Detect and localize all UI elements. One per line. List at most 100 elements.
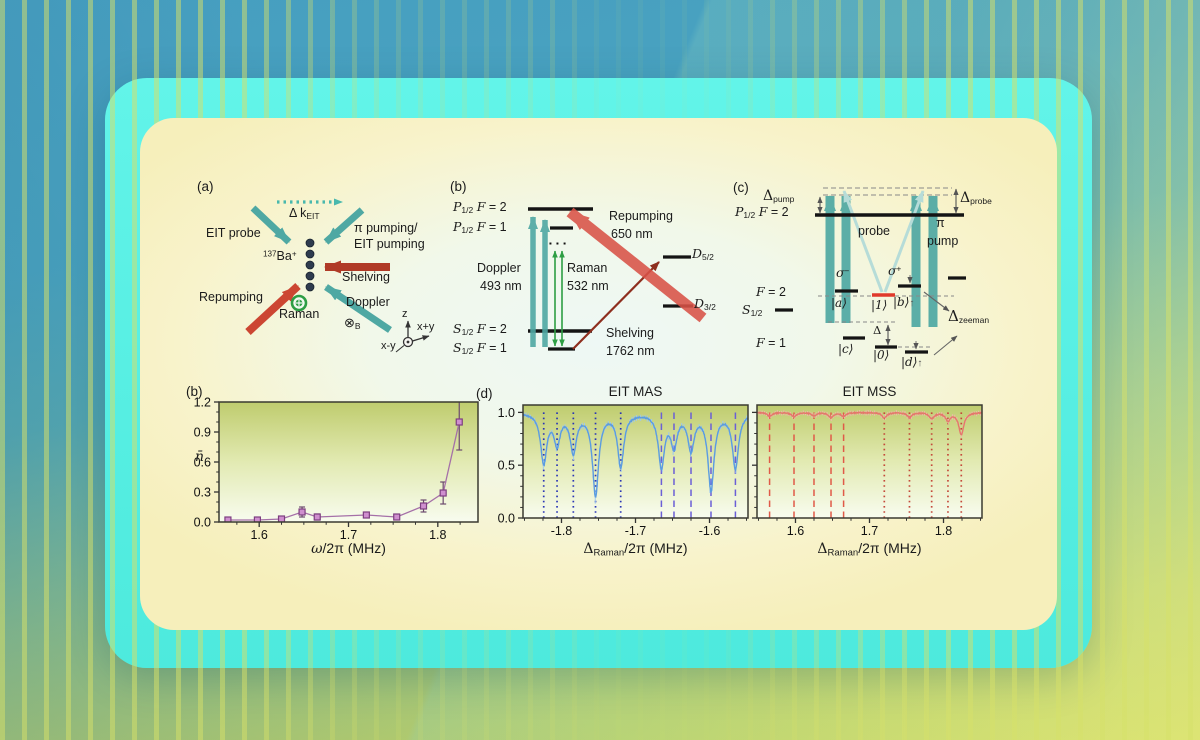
level-label-s12-f1: S1/2 F = 1 — [453, 340, 507, 357]
y-tick-label: 0.3 — [194, 486, 211, 500]
nbar-x-axis-label: ω/2π (MHz) — [311, 540, 386, 557]
data-point — [439, 489, 447, 497]
ket-c-label: |c⟩ — [838, 342, 854, 356]
data-point — [362, 511, 370, 519]
panel-a-diagram — [245, 198, 430, 353]
raman-label: Raman — [279, 307, 320, 321]
pi-pumping-arrow — [323, 207, 365, 245]
panel-b-label: (b) — [450, 179, 467, 194]
mss-x-axis-label: ΔRaman/2π (MHz) — [817, 540, 922, 559]
spectrum-curve — [757, 410, 982, 436]
raman-beam-icon — [290, 294, 308, 312]
f1-label: F = 1 — [756, 335, 786, 351]
shelving-label: Shelving — [342, 270, 390, 284]
pump-label: pump — [927, 234, 959, 248]
delta-zeeman-label: Δzeeman — [948, 307, 990, 326]
level-label-d52: D5/2 — [692, 246, 714, 263]
data-point — [298, 508, 306, 516]
probe-label: probe — [858, 224, 890, 238]
y-tick-label: 1.2 — [194, 396, 211, 410]
x-tick-label: 1.7 — [340, 528, 357, 542]
data-point — [224, 516, 232, 522]
data-point — [393, 513, 401, 521]
x-tick-label: 1.8 — [429, 528, 446, 542]
data-line — [227, 421, 460, 521]
probe-beam-sigma-plus — [883, 190, 925, 293]
chart-b-panel-label: (b) — [186, 384, 203, 399]
ion-chain — [305, 238, 315, 292]
x-tick-label: 1.8 — [935, 524, 952, 538]
eit-probe-label: EIT probe — [206, 226, 261, 240]
s12-label: S1/2 — [742, 302, 763, 319]
doppler-wavelength-label-1: Doppler — [477, 261, 521, 275]
delta-small-label: Δ — [873, 323, 882, 337]
delta-pump-label: Δpump — [763, 188, 795, 205]
sigma-plus-label: σ+ — [888, 263, 902, 278]
pi-pumping-label-2: EIT pumping — [354, 237, 425, 251]
zeeman-pointer-b — [923, 291, 950, 312]
axis-xpy-label: x+y — [417, 321, 435, 333]
x-tick-label: 1.6 — [787, 524, 804, 538]
doppler-arrow — [324, 284, 392, 333]
f2-label: F = 2 — [756, 284, 786, 300]
ket-1-label: |1⟩ — [871, 298, 888, 312]
y-tick-label: 0.9 — [194, 426, 211, 440]
data-point — [253, 516, 262, 522]
repumping-label: Repumping — [199, 290, 263, 304]
ket-a-label: |a⟩ — [831, 296, 847, 310]
x-tick-label: 1.7 — [861, 524, 878, 538]
x-tick-label: -1.8 — [551, 524, 573, 538]
panel-c-diagram — [775, 187, 966, 356]
probe-beam-sigma-minus — [842, 190, 884, 293]
raman-wavelength-label-2: 532 nm — [567, 279, 609, 293]
shelving-wavelength-label-1: Shelving — [606, 326, 654, 340]
data-point — [455, 418, 463, 426]
raman-wavelength-label-1: Raman — [567, 261, 608, 275]
delta-probe-label: Δprobe — [960, 190, 992, 207]
ion-species-label: 137Ba+ — [263, 249, 297, 263]
repumping-wavelength-label-2: 650 nm — [611, 227, 653, 241]
delta-k-eit-label: Δ kEIT — [289, 206, 320, 222]
axis-xmy-label: x-y — [381, 340, 396, 352]
data-point — [313, 513, 321, 521]
doppler-wavelength-label-2: 493 nm — [480, 279, 522, 293]
figure-panel — [140, 118, 1057, 630]
eit-mss-title: EIT MSS — [842, 384, 897, 399]
nbar-vs-frequency-chart: 1.6 1.7 1.8 0.0 0.3 0.6 0.9 1.2 — [194, 396, 479, 542]
doppler-label: Doppler — [346, 295, 390, 309]
plot-area — [219, 402, 478, 522]
repumping-arrow — [245, 283, 301, 335]
panel-b-diagram — [528, 207, 707, 351]
mas-x-axis-label: ΔRaman/2π (MHz) — [583, 540, 688, 559]
zeeman-pointer-d — [933, 335, 958, 356]
level-label-p12-f2: P1/2 F = 2 — [453, 199, 507, 216]
sigma-minus-label: σ− — [836, 265, 850, 280]
level-label-s12-f2: S1/2 F = 2 — [453, 321, 507, 338]
eit-mas-title: EIT MAS — [608, 384, 663, 399]
y-tick-label: 1.0 — [498, 406, 515, 420]
axis-z-label: z — [402, 308, 408, 320]
virtual-level-dots: ▪ ▪ ▪ — [549, 239, 567, 248]
eit-mss-spectrum-chart: 1.6 1.7 1.8 — [752, 404, 983, 538]
y-tick-label: 0.0 — [194, 516, 211, 530]
data-point — [419, 502, 428, 510]
spectrum-curve — [523, 413, 748, 498]
ket-b-label: |b⟩↑ — [893, 295, 915, 309]
b-field-label: ⊗B — [344, 315, 361, 332]
eit-mas-spectrum-chart: -1.8 -1.7 -1.6 0.0 0.5 1.0 — [498, 404, 749, 538]
panel-c-label: (c) — [733, 180, 749, 195]
y-tick-label: 0.6 — [194, 456, 211, 470]
y-tick-label: 0.0 — [498, 512, 515, 526]
nbar-y-axis-label: n̄ — [195, 449, 205, 465]
panel-a-label: (a) — [197, 179, 214, 194]
data-point — [277, 515, 286, 522]
level-label-d32: D3/2 — [694, 296, 716, 313]
repumping-wavelength-label-1: Repumping — [609, 209, 673, 223]
chart-d-panel-label: (d) — [476, 386, 493, 401]
coordinate-axes-icon — [395, 320, 430, 353]
level-label-p12-f2-c: P1/2 F = 2 — [735, 204, 789, 221]
x-tick-label: -1.6 — [699, 524, 721, 538]
pi-label: π — [936, 216, 945, 230]
repumping-beam — [566, 207, 707, 323]
shelving-wavelength-label-2: 1762 nm — [606, 344, 655, 358]
